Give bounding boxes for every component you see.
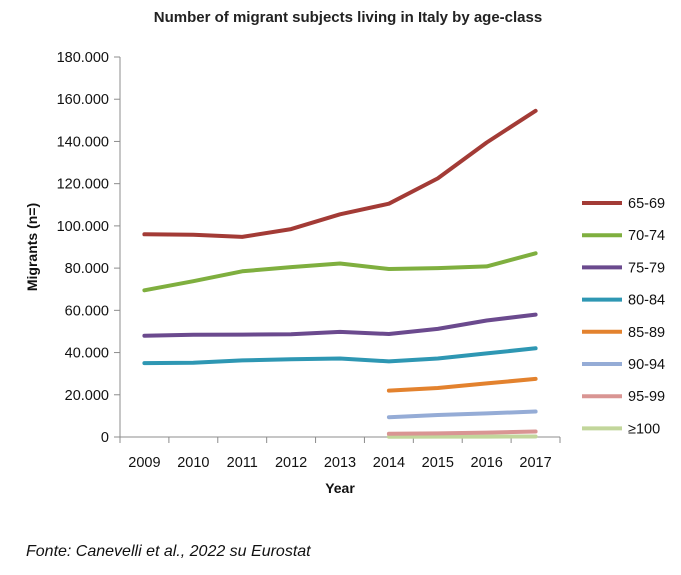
y-axis-label: Migrants (n=) xyxy=(24,203,40,291)
y-tick-label: 60.000 xyxy=(65,303,109,319)
x-tick-label: 2014 xyxy=(373,455,405,471)
series-line-80-84 xyxy=(142,346,538,366)
y-tick-label: 0 xyxy=(101,430,109,446)
legend: 65-69 70-74 75-79 80-84 85-89 90-94 95-99 ≥100 xyxy=(582,196,665,437)
legend-label: 90-94 xyxy=(628,357,665,373)
y-tick-label: 120.000 xyxy=(57,177,109,193)
y-tick-label: 100.000 xyxy=(57,219,109,235)
x-tick-label: 2015 xyxy=(422,455,454,471)
series-line-85-89 xyxy=(386,376,538,393)
line-chart: Number of migrant subjects living in Ita… xyxy=(24,9,665,496)
x-tick-label: 2011 xyxy=(227,455,258,471)
x-tick-label: 2013 xyxy=(324,455,356,471)
x-tick-label: 2010 xyxy=(177,455,209,471)
y-tick-label: 20.000 xyxy=(65,388,109,404)
x-axis-label: Year xyxy=(325,480,355,496)
series-line-95-99 xyxy=(386,429,538,436)
legend-label: 70-74 xyxy=(628,228,665,244)
x-tick-label: 2012 xyxy=(275,455,307,471)
x-tick-label: 2009 xyxy=(128,455,160,471)
legend-label: 80-84 xyxy=(628,293,665,309)
series-line-70-74 xyxy=(142,251,538,293)
legend-label: 85-89 xyxy=(628,325,665,341)
y-tick-label: 180.000 xyxy=(57,50,109,66)
x-tick-label: 2016 xyxy=(471,455,503,471)
legend-label: 75-79 xyxy=(628,260,665,276)
plot-area: 0 20.000 40.000 60.000 80.000 100.000 120.000 1… xyxy=(57,50,561,471)
series-line-90-94 xyxy=(386,409,538,420)
y-tick-label: 140.000 xyxy=(57,134,109,150)
x-tick-label: 2017 xyxy=(519,455,551,471)
series-line-75-79 xyxy=(142,312,538,338)
chart-title: Number of migrant subjects living in Ita… xyxy=(154,9,542,26)
legend-label: 95-99 xyxy=(628,389,665,405)
series-line-65-69 xyxy=(142,108,538,239)
legend-label: ≥100 xyxy=(628,421,660,437)
legend-label: 65-69 xyxy=(628,196,665,212)
y-tick-label: 160.000 xyxy=(57,92,109,108)
y-tick-label: 40.000 xyxy=(65,346,109,362)
source-note: Fonte: Canevelli et al., 2022 su Eurosta… xyxy=(26,543,311,560)
y-tick-label: 80.000 xyxy=(65,261,109,277)
